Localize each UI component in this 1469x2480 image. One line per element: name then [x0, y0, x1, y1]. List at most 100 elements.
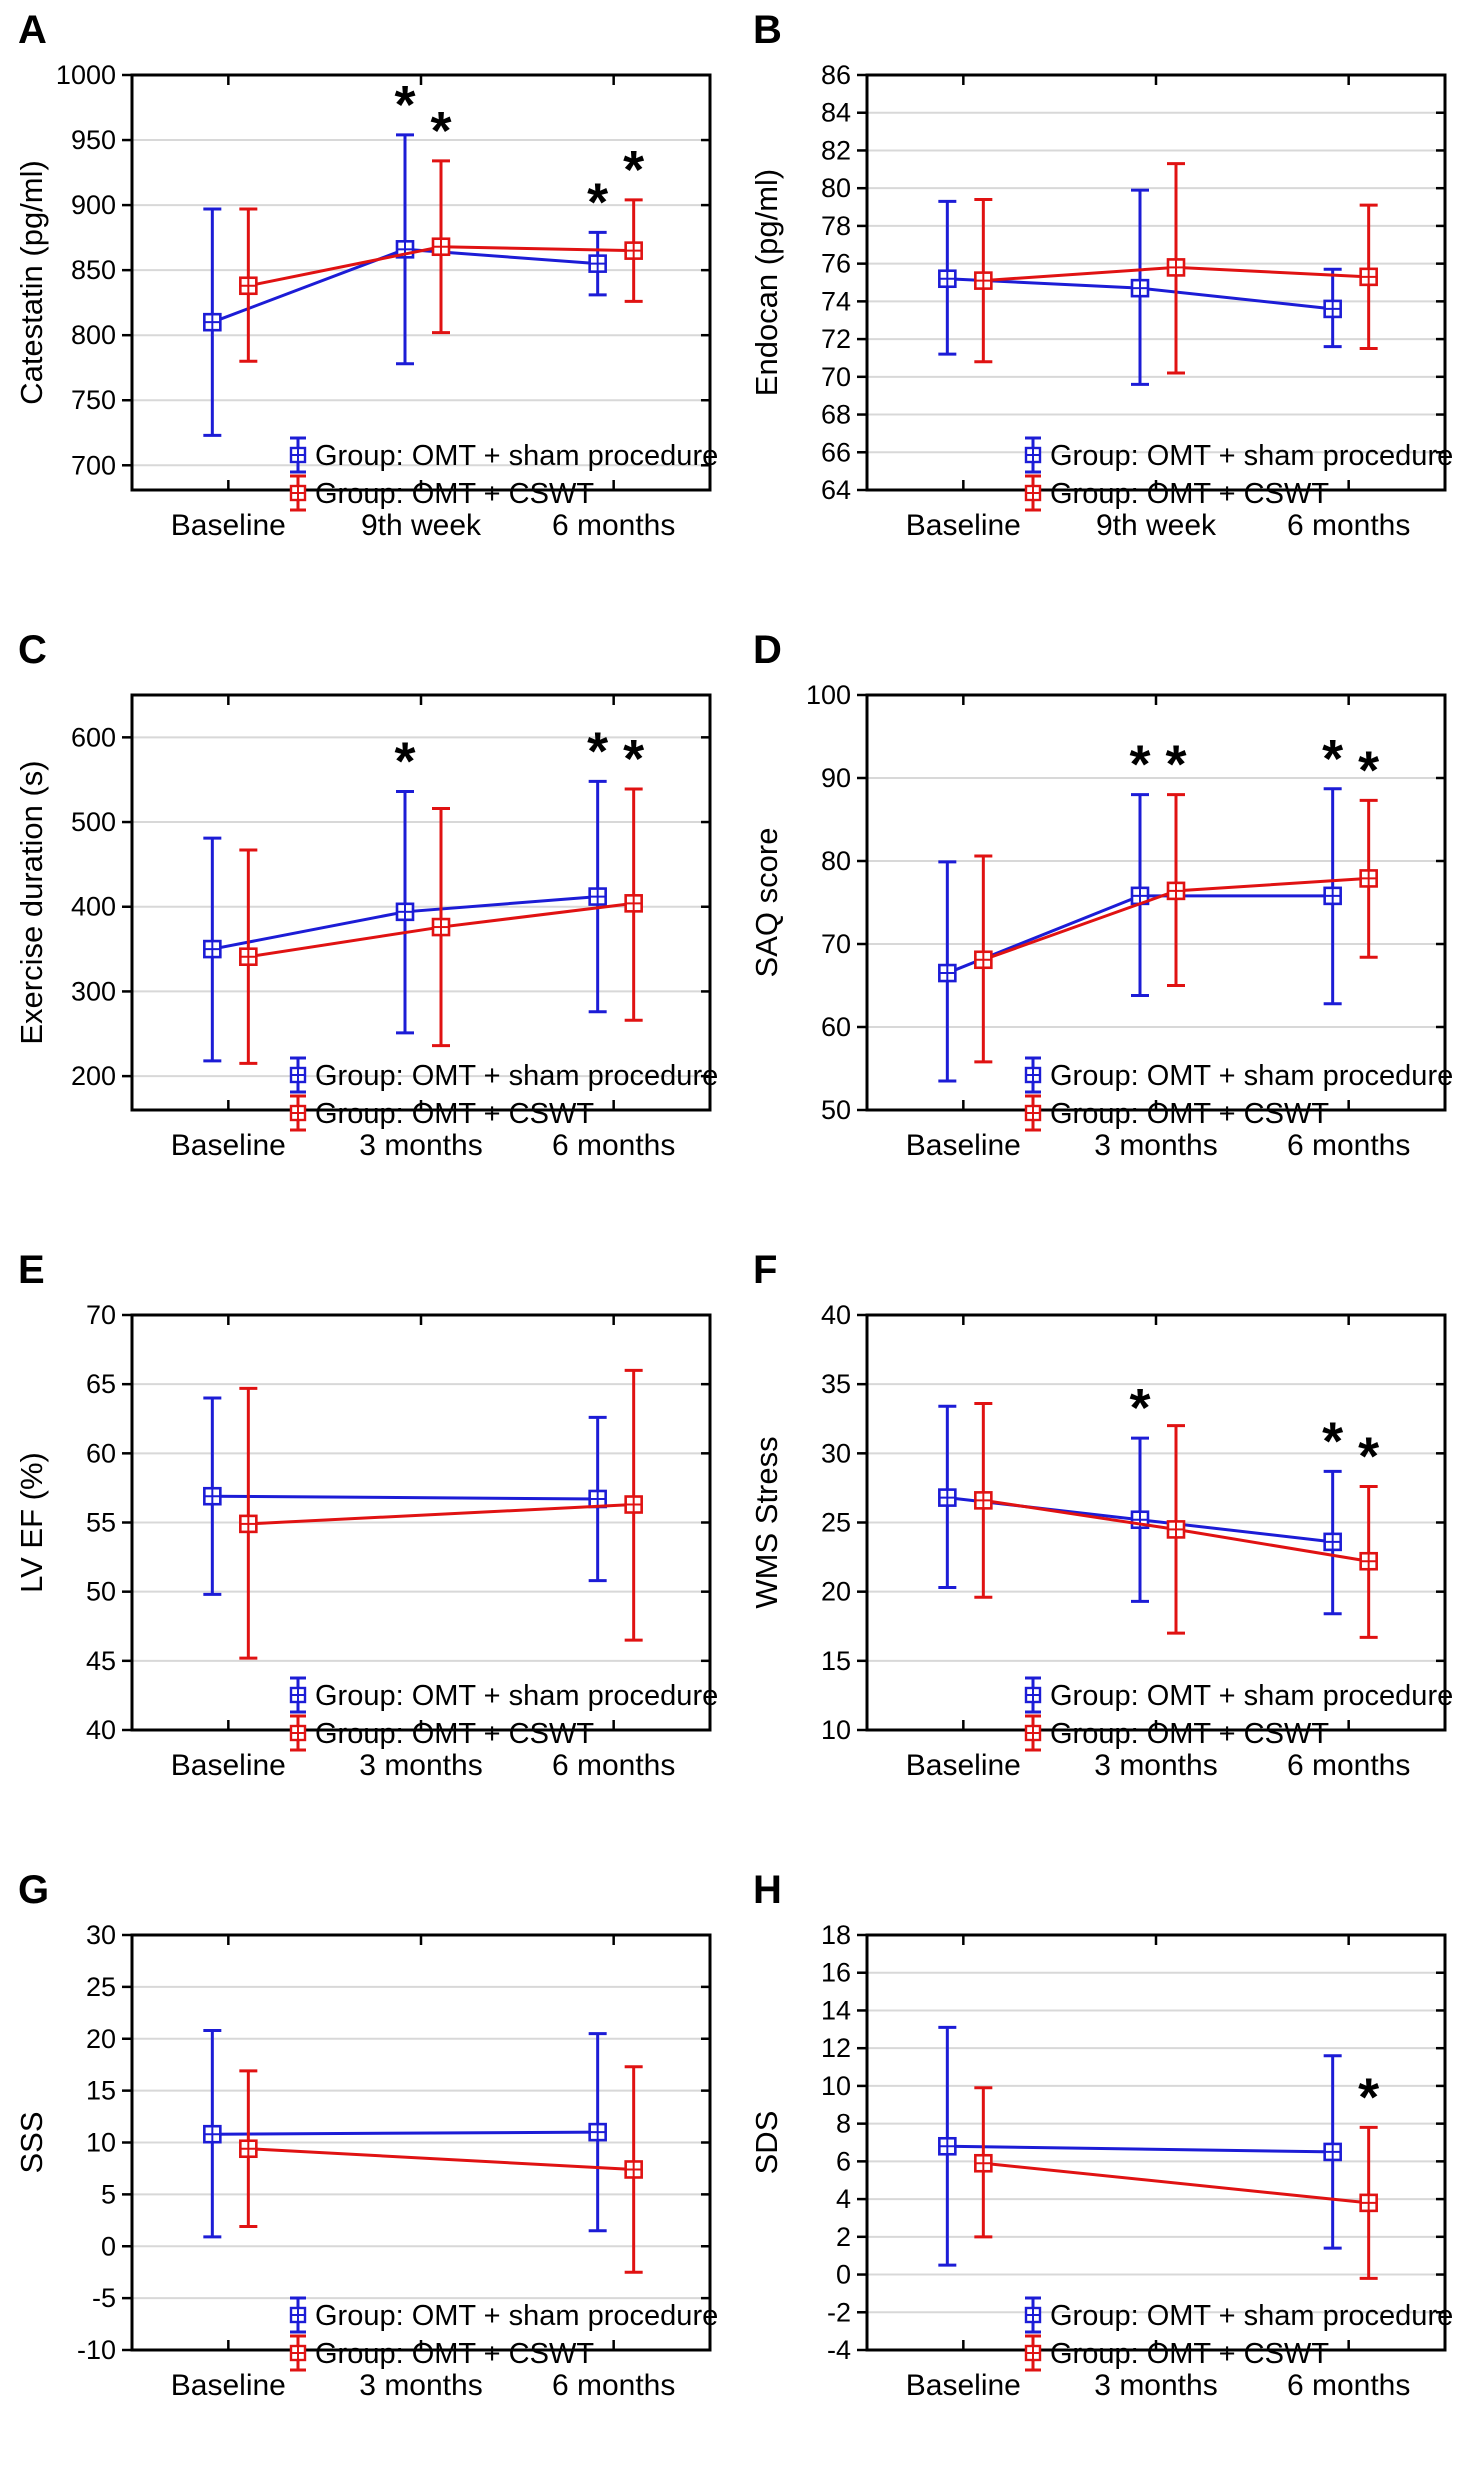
y-tick-label: 8	[836, 2109, 851, 2139]
y-tick-label: 84	[821, 98, 851, 128]
y-tick-label: 50	[821, 1095, 851, 1125]
x-category-label: 6 months	[1287, 1749, 1410, 1782]
y-tick-label: 600	[71, 722, 116, 752]
y-tick-label: 30	[86, 1920, 116, 1950]
legend-label: Group: OMT + sham procedure	[1050, 1060, 1453, 1092]
y-tick-label: 74	[821, 286, 851, 316]
y-tick-label: 90	[821, 763, 851, 793]
y-tick-label: 80	[821, 173, 851, 203]
y-tick-label: 15	[821, 1646, 851, 1676]
significance-star: *	[1129, 735, 1150, 795]
y-tick-label: 2	[836, 2222, 851, 2252]
y-tick-label: 70	[821, 929, 851, 959]
panel-letter-h: H	[753, 1868, 782, 1912]
x-category-label: Baseline	[906, 1749, 1021, 1782]
panel-letter-e: E	[18, 1248, 45, 1292]
x-category-label: Baseline	[171, 1129, 286, 1162]
panel-e: E 40 45 50 55 60 65 70 Baseline 3 months 6 months…	[0, 1240, 734, 1860]
y-tick-label: 35	[821, 1369, 851, 1399]
x-category-label: Baseline	[171, 1749, 286, 1782]
panel-g: G -10 -5 0 5 10 15 20 25 30 Baseline 3 months 6 mon…	[0, 1860, 734, 2480]
y-tick-label: 25	[821, 1508, 851, 1538]
significance-star: *	[623, 729, 644, 789]
y-tick-label: 16	[821, 1958, 851, 1988]
panel-h: H -4 -2 0 2 4 6 8 10 12 14 16 18 Baseline 3 months 6 m…	[735, 1860, 1469, 2480]
significance-star: *	[394, 75, 415, 135]
y-tick-label: 50	[86, 1577, 116, 1607]
y-tick-label: 70	[821, 362, 851, 392]
chart-wms-stress: 10 15 20 25 30 35 40 Baseline 3 months 6 months WM…	[749, 1300, 1453, 1782]
y-tick-label: 60	[86, 1438, 116, 1468]
x-category-label: 3 months	[1094, 2369, 1217, 2402]
legend-label: Group: OMT + sham procedure	[1050, 2300, 1453, 2332]
chart-sds: -4 -2 0 2 4 6 8 10 12 14 16 18 Baseline 3 months 6 mon…	[749, 1920, 1453, 2402]
x-category-label: 3 months	[1094, 1749, 1217, 1782]
chart-sss: -10 -5 0 5 10 15 20 25 30 Baseline 3 months 6 month…	[14, 1920, 718, 2402]
x-category-label: Baseline	[906, 2369, 1021, 2402]
legend-label: Group: OMT + CSWT	[1050, 1718, 1329, 1750]
y-tick-label: 14	[821, 1995, 851, 2025]
y-axis-label: Catestatin (pg/ml)	[14, 160, 49, 405]
x-category-label: Baseline	[906, 509, 1021, 542]
y-tick-label: 850	[71, 255, 116, 285]
x-category-label: Baseline	[906, 1129, 1021, 1162]
x-category-label: 9th week	[361, 509, 482, 542]
y-tick-label: 70	[86, 1300, 116, 1330]
x-category-label: Baseline	[171, 509, 286, 542]
significance-star: *	[1129, 1378, 1150, 1438]
significance-star: *	[1358, 1427, 1379, 1487]
series-line-sham	[947, 2144, 1333, 2154]
panel-d: D 50 60 70 80 90 100 Baseline 3 months 6 months S…	[735, 620, 1469, 1240]
y-tick-label: 100	[806, 680, 851, 710]
x-category-label: 6 months	[552, 1749, 675, 1782]
y-tick-label: 55	[86, 1508, 116, 1538]
x-category-label: 3 months	[359, 1129, 482, 1162]
significance-star: *	[1358, 740, 1379, 800]
legend-label: Group: OMT + CSWT	[1050, 2338, 1329, 2370]
legend-label: Group: OMT + sham procedure	[1050, 1680, 1453, 1712]
significance-star: *	[394, 732, 415, 792]
y-tick-label: 40	[86, 1715, 116, 1745]
series-line-cswt	[248, 1503, 634, 1526]
series-line-cswt	[248, 2147, 634, 2171]
y-tick-label: 6	[836, 2146, 851, 2176]
x-category-label: 6 months	[1287, 1129, 1410, 1162]
plot-frame	[130, 73, 712, 492]
y-tick-label: 60	[821, 1012, 851, 1042]
x-category-label: Baseline	[171, 2369, 286, 2402]
chart-endocan: 64 66 68 70 72 74 76 78 80 82 84 86 Baseline 9th week…	[749, 60, 1453, 542]
y-tick-label: 78	[821, 211, 851, 241]
significance-star: *	[1322, 1411, 1343, 1471]
series-line-cswt	[983, 2161, 1369, 2205]
x-category-label: 6 months	[1287, 2369, 1410, 2402]
y-tick-label: 20	[821, 1577, 851, 1607]
panel-f: F 10 15 20 25 30 35 40 Baseline 3 months 6 months…	[735, 1240, 1469, 1860]
y-tick-label: 10	[86, 2128, 116, 2158]
series-line-sham	[212, 2130, 598, 2136]
chart-lv-ef: 40 45 50 55 60 65 70 Baseline 3 months 6 months LV…	[14, 1300, 718, 1782]
y-tick-label: 30	[821, 1438, 851, 1468]
panel-letter-g: G	[18, 1868, 50, 1912]
y-tick-label: 12	[821, 2033, 851, 2063]
y-tick-label: 86	[821, 60, 851, 90]
y-tick-label: 45	[86, 1646, 116, 1676]
legend-label: Group: OMT + CSWT	[1050, 478, 1329, 510]
y-tick-label: 10	[821, 1715, 851, 1745]
panel-b: B 64 66 68 70 72 74 76 78 80 82 84 86 Baseline 9th we…	[735, 0, 1469, 620]
y-tick-label: 15	[86, 2076, 116, 2106]
y-axis-label: Endocan (pg/ml)	[749, 169, 784, 396]
y-axis-label: LV EF (%)	[14, 1452, 49, 1593]
significance-star: *	[1322, 729, 1343, 789]
y-tick-label: 4	[836, 2184, 851, 2214]
x-category-label: 9th week	[1096, 509, 1217, 542]
y-tick-label: 80	[821, 846, 851, 876]
y-axis-label: WMS Stress	[749, 1436, 784, 1608]
significance-star: *	[430, 101, 451, 161]
legend-label: Group: OMT + sham procedure	[315, 440, 718, 472]
y-axis-label: SDS	[749, 2111, 784, 2175]
series-line-sham	[212, 1494, 598, 1501]
y-tick-label: 18	[821, 1920, 851, 1950]
y-tick-label: 68	[821, 400, 851, 430]
legend-label: Group: OMT + sham procedure	[315, 2300, 718, 2332]
y-tick-label: 5	[101, 2179, 116, 2209]
